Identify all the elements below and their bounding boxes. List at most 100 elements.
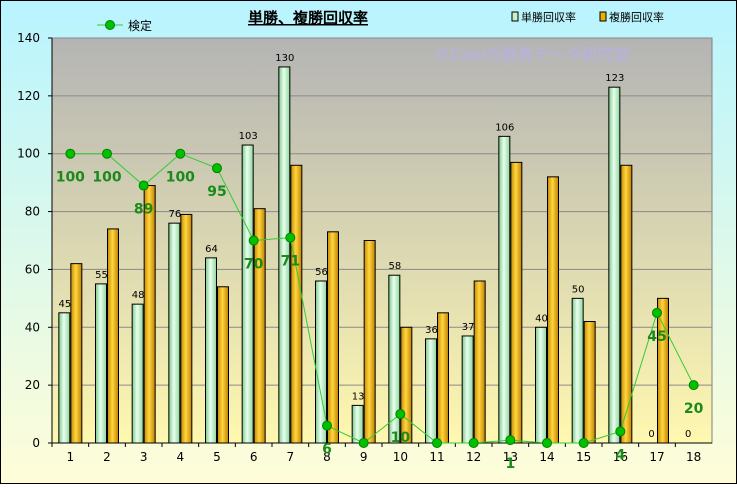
bar-win bbox=[388, 274, 401, 444]
bar-place bbox=[657, 297, 669, 444]
line-test-label: 20 bbox=[684, 401, 704, 417]
bar-win bbox=[131, 303, 144, 444]
line-test-point bbox=[102, 148, 112, 159]
y-tick-label: 140 bbox=[17, 31, 40, 45]
bar-win-label: 0 bbox=[648, 429, 654, 440]
line-test-point bbox=[395, 409, 406, 420]
line-test-label: 6 bbox=[322, 442, 332, 458]
line-test-label: 10 bbox=[391, 430, 411, 446]
line-test-point bbox=[578, 438, 589, 448]
bar-place bbox=[180, 213, 193, 444]
bar-place bbox=[70, 263, 83, 444]
y-tick-label: 0 bbox=[32, 436, 40, 450]
bar-win bbox=[58, 312, 71, 444]
bar-win-label: 58 bbox=[388, 261, 401, 272]
watermark: ©Caniの競馬データ研究室 bbox=[434, 45, 630, 64]
x-tick-label: 15 bbox=[576, 450, 591, 464]
bar-win-label: 37 bbox=[462, 322, 475, 333]
legend-test-label: 検定 bbox=[128, 18, 152, 33]
bar-win-label: 55 bbox=[95, 270, 108, 281]
y-tick-label: 100 bbox=[17, 147, 40, 161]
bar-place bbox=[620, 164, 633, 444]
line-test-point bbox=[175, 148, 186, 159]
x-tick-label: 6 bbox=[250, 450, 258, 464]
line-test-point bbox=[615, 426, 626, 437]
bar-win-label: 13 bbox=[352, 391, 365, 402]
x-tick-label: 11 bbox=[429, 450, 444, 464]
line-test-point bbox=[505, 435, 516, 446]
x-tick-label: 4 bbox=[177, 450, 185, 464]
bar-win bbox=[278, 66, 291, 444]
x-tick-label: 12 bbox=[466, 450, 481, 464]
bar-place bbox=[143, 185, 156, 444]
bar-win bbox=[608, 86, 621, 444]
bar-win bbox=[425, 338, 437, 444]
bar-win bbox=[95, 283, 107, 444]
bar-win bbox=[241, 144, 254, 444]
bar-place bbox=[583, 321, 596, 444]
line-test-label: 100 bbox=[56, 170, 85, 186]
legend-win-label: 単勝回収率 bbox=[521, 10, 576, 24]
x-tick-label: 7 bbox=[287, 450, 295, 464]
bar-place bbox=[363, 240, 376, 444]
x-tick-label: 17 bbox=[649, 450, 664, 464]
chart-title: 単勝、複勝回収率 bbox=[248, 9, 368, 27]
bar-win-label: 0 bbox=[685, 429, 691, 440]
bar-win-label: 64 bbox=[205, 244, 218, 255]
bar-win bbox=[535, 326, 547, 444]
legend-win-swatch bbox=[511, 11, 519, 22]
line-test-point bbox=[652, 307, 662, 318]
bar-win bbox=[168, 222, 181, 444]
bar-win-label: 130 bbox=[275, 53, 294, 64]
legend-test-marker bbox=[105, 20, 115, 30]
legend-place-swatch bbox=[599, 11, 607, 22]
x-tick-label: 5 bbox=[213, 450, 221, 464]
y-tick-label: 20 bbox=[25, 378, 40, 392]
plot-area bbox=[51, 37, 713, 444]
bar-win bbox=[498, 135, 511, 444]
y-tick-label: 60 bbox=[25, 262, 40, 276]
bar-win-label: 106 bbox=[495, 122, 514, 133]
bar-place bbox=[253, 208, 266, 444]
x-tick-label: 2 bbox=[103, 450, 111, 464]
bar-place bbox=[290, 164, 303, 444]
legend-place-label: 複勝回収率 bbox=[609, 10, 664, 24]
line-test bbox=[70, 153, 695, 444]
bar-place bbox=[547, 176, 559, 444]
x-tick-label: 18 bbox=[686, 450, 701, 464]
bar-win-label: 76 bbox=[168, 209, 181, 220]
line-test-label: 70 bbox=[244, 257, 264, 273]
bar-place bbox=[327, 231, 339, 444]
line-test-point bbox=[432, 438, 442, 448]
bar-win bbox=[351, 404, 364, 444]
line-test-point bbox=[248, 235, 259, 246]
line-test-point bbox=[65, 148, 76, 159]
line-test-point bbox=[688, 380, 699, 391]
line-test-label: 4 bbox=[615, 447, 625, 463]
bar-place bbox=[510, 161, 523, 444]
x-tick-label: 9 bbox=[360, 450, 368, 464]
bar-place bbox=[473, 280, 486, 444]
bar-win bbox=[461, 335, 474, 444]
y-tick-label: 80 bbox=[25, 205, 40, 219]
line-test-point bbox=[138, 180, 149, 191]
line-test-label: 100 bbox=[92, 170, 121, 186]
line-test-point bbox=[322, 420, 332, 431]
line-test-label: 89 bbox=[134, 202, 153, 218]
bar-win-label: 48 bbox=[132, 290, 145, 301]
x-tick-label: 16 bbox=[613, 450, 628, 464]
bar-win-label: 56 bbox=[315, 267, 328, 278]
bar-win-label: 103 bbox=[239, 131, 258, 142]
bar-place bbox=[437, 312, 449, 444]
line-test-point bbox=[358, 438, 369, 448]
bar-win-label: 123 bbox=[605, 73, 624, 84]
y-tick-label: 40 bbox=[25, 320, 40, 334]
x-tick-label: 1 bbox=[67, 450, 75, 464]
bar-place bbox=[400, 326, 413, 444]
bar-win-label: 36 bbox=[425, 325, 438, 336]
x-tick-label: 14 bbox=[539, 450, 554, 464]
x-tick-label: 13 bbox=[503, 450, 518, 464]
line-test-label: 71 bbox=[281, 254, 300, 270]
